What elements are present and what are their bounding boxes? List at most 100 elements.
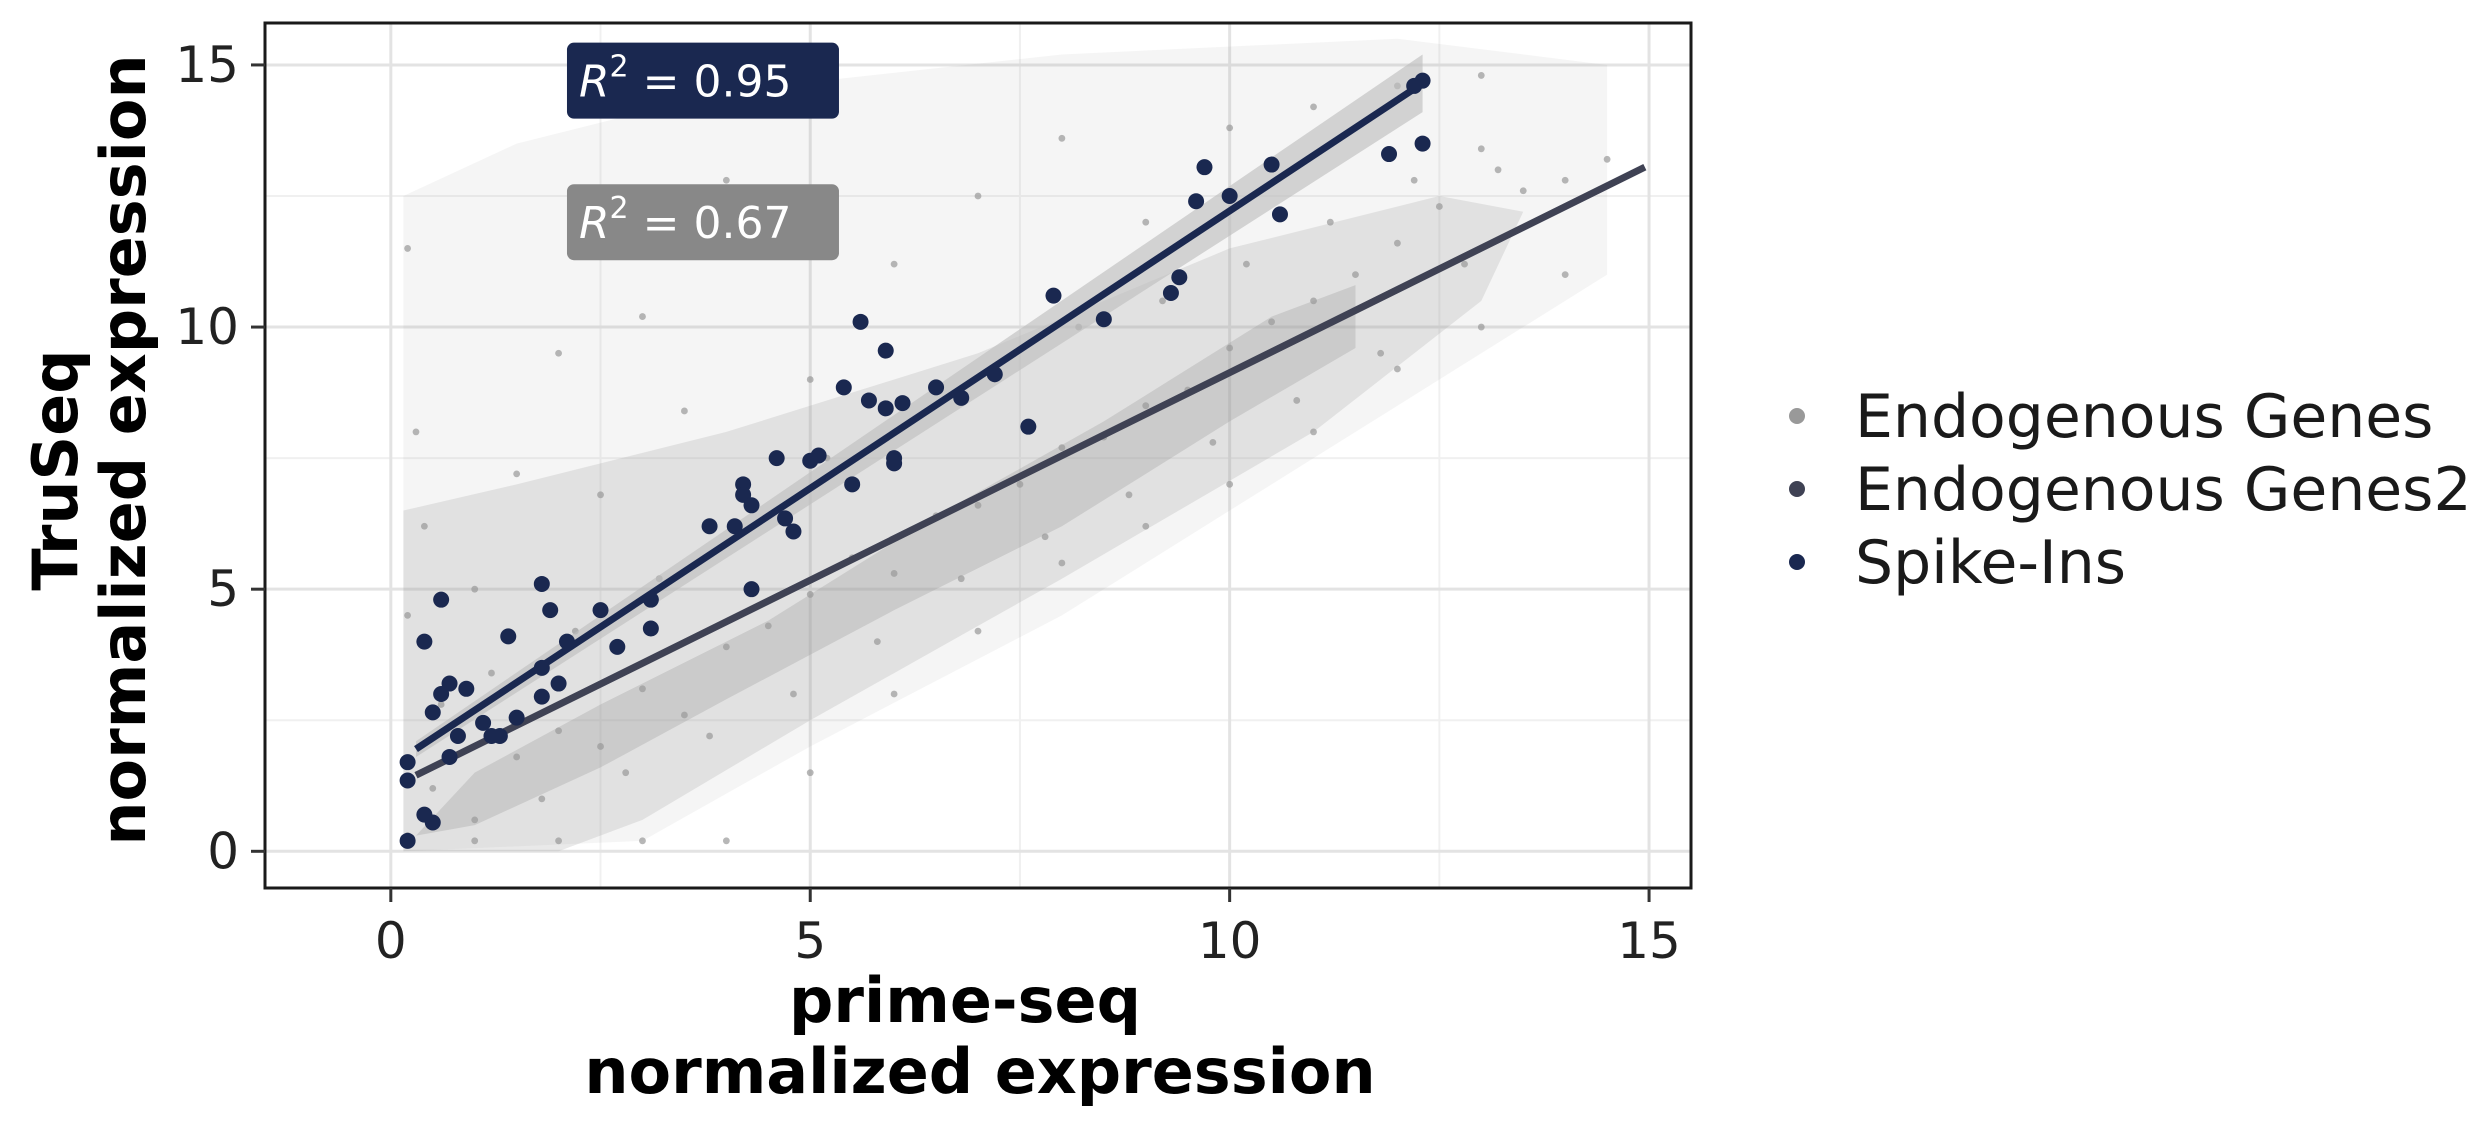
spike-in-point xyxy=(533,688,550,705)
endogenous-gene-point xyxy=(1326,218,1334,226)
endogenous-gene-point xyxy=(1310,103,1317,111)
y-tick-label: 10 xyxy=(175,298,239,356)
r2-annotations: R2 = 0.95 R2 = 0.67 xyxy=(566,42,839,261)
legend-item: Endogenous Genes2 xyxy=(1789,455,2472,525)
spike-in-point xyxy=(424,704,441,721)
spike-in-point xyxy=(768,450,785,467)
endogenous-gene-point xyxy=(404,611,411,619)
spike-in-point xyxy=(1196,159,1213,176)
endogenous-gene-point xyxy=(1561,176,1569,184)
endogenous-gene-point xyxy=(681,407,688,415)
spike-in-point xyxy=(877,400,894,417)
endogenous-gene-point xyxy=(1477,145,1485,153)
spike-in-point xyxy=(458,680,475,697)
spike-in-point xyxy=(399,772,416,789)
y-tick-label: 15 xyxy=(175,36,239,94)
x-tick-label: 10 xyxy=(1198,912,1262,970)
endogenous-gene-point xyxy=(471,816,479,824)
spike-in-point xyxy=(475,714,492,731)
endogenous-gene-point xyxy=(806,591,814,598)
spike-in-point xyxy=(1171,269,1188,286)
endogenous-gene-point xyxy=(597,743,604,750)
legend-key-dot xyxy=(1789,408,1805,424)
spike-in-point xyxy=(1188,193,1205,210)
endogenous-gene-point xyxy=(1016,480,1024,488)
x-axis-title-line-1: prime-seq xyxy=(789,964,1141,1037)
endogenous-gene-point xyxy=(764,622,772,630)
endogenous-gene-point xyxy=(1226,344,1234,352)
r2-label-text: R2 = 0.95 xyxy=(579,50,791,108)
spike-in-point xyxy=(533,659,550,676)
endogenous-gene-point xyxy=(1209,438,1217,446)
endogenous-gene-point xyxy=(1310,428,1317,436)
spike-in-point xyxy=(558,633,575,650)
spike-in-point xyxy=(860,392,877,409)
endogenous-gene-point xyxy=(1041,533,1049,541)
r2-label-background xyxy=(566,184,839,261)
spike-in-point xyxy=(986,366,1003,383)
spike-ins-regression-line xyxy=(414,80,1425,752)
endogenous-density-region xyxy=(403,196,1524,852)
spike-in-point xyxy=(399,754,416,771)
endogenous-gene-point xyxy=(1142,522,1150,530)
endogenous-gene-point xyxy=(639,313,646,320)
spike-in-point xyxy=(500,628,517,645)
legend-item: Spike-Ins xyxy=(1789,528,2126,598)
endogenous-gene-point xyxy=(1310,297,1317,305)
spike-in-point xyxy=(491,727,508,744)
endogenous-gene-point xyxy=(1125,491,1133,499)
spike-ins-points xyxy=(399,72,1431,849)
spike-in-point xyxy=(642,620,659,637)
endogenous-gene-point xyxy=(706,732,713,740)
spike-in-point xyxy=(928,379,945,396)
endogenous-gene-point xyxy=(722,176,730,184)
endogenous-gene-point xyxy=(957,575,965,583)
spike-in-point xyxy=(550,675,567,692)
spike-in-point xyxy=(542,602,559,619)
endogenous-gene-point xyxy=(1561,271,1569,279)
legend-label: Endogenous Genes xyxy=(1855,382,2433,452)
spike-in-point xyxy=(609,638,626,655)
endogenous-gene-point xyxy=(622,769,630,777)
spike-in-point xyxy=(1045,287,1062,304)
spike-in-point xyxy=(416,633,433,650)
spike-in-point xyxy=(1263,156,1280,173)
spike-in-point xyxy=(449,727,466,744)
spike-in-point xyxy=(743,497,760,514)
endogenous-gene-point xyxy=(681,711,688,719)
endogenous-gene-point xyxy=(1226,124,1234,132)
endogenous-gene-point xyxy=(1226,480,1234,488)
spike-in-point xyxy=(441,748,458,765)
spike-in-point xyxy=(777,510,794,527)
endogenous-gene-point xyxy=(404,245,411,252)
endogenous-genes2-regression-line xyxy=(414,164,1647,779)
endogenous-gene-point xyxy=(1058,134,1066,142)
y-tick-label: 0 xyxy=(207,822,239,880)
spike-in-point xyxy=(1162,284,1179,301)
endogenous-gene-point xyxy=(1435,203,1443,210)
r2-endogenous-label: R2 = 0.67 xyxy=(566,184,839,261)
endogenous-gene-point xyxy=(488,669,495,677)
endogenous-gene-point xyxy=(1268,318,1275,326)
endogenous-gene-point xyxy=(1377,349,1385,357)
y-tick-label: 5 xyxy=(207,560,239,618)
plot-border xyxy=(263,21,1693,890)
r2-label-text: R2 = 0.67 xyxy=(579,191,791,249)
x-tick-label: 0 xyxy=(375,912,407,970)
endogenous-gene-point xyxy=(1603,155,1611,163)
endogenous-gene-point xyxy=(471,585,479,593)
spike-in-point xyxy=(424,814,441,831)
spike-in-point xyxy=(433,591,450,608)
spike-in-point xyxy=(1414,135,1431,152)
endogenous-gene-point xyxy=(555,727,562,735)
endogenous-gene-point xyxy=(1410,176,1418,184)
spike-in-point xyxy=(592,602,609,619)
endogenous-gene-point xyxy=(1461,260,1468,268)
endogenous-gene-point xyxy=(639,837,646,845)
endogenous-gene-point xyxy=(1058,444,1066,452)
spike-in-point xyxy=(1381,146,1398,163)
endogenous-gene-point xyxy=(1519,187,1527,195)
spike-in-point xyxy=(1221,188,1238,204)
